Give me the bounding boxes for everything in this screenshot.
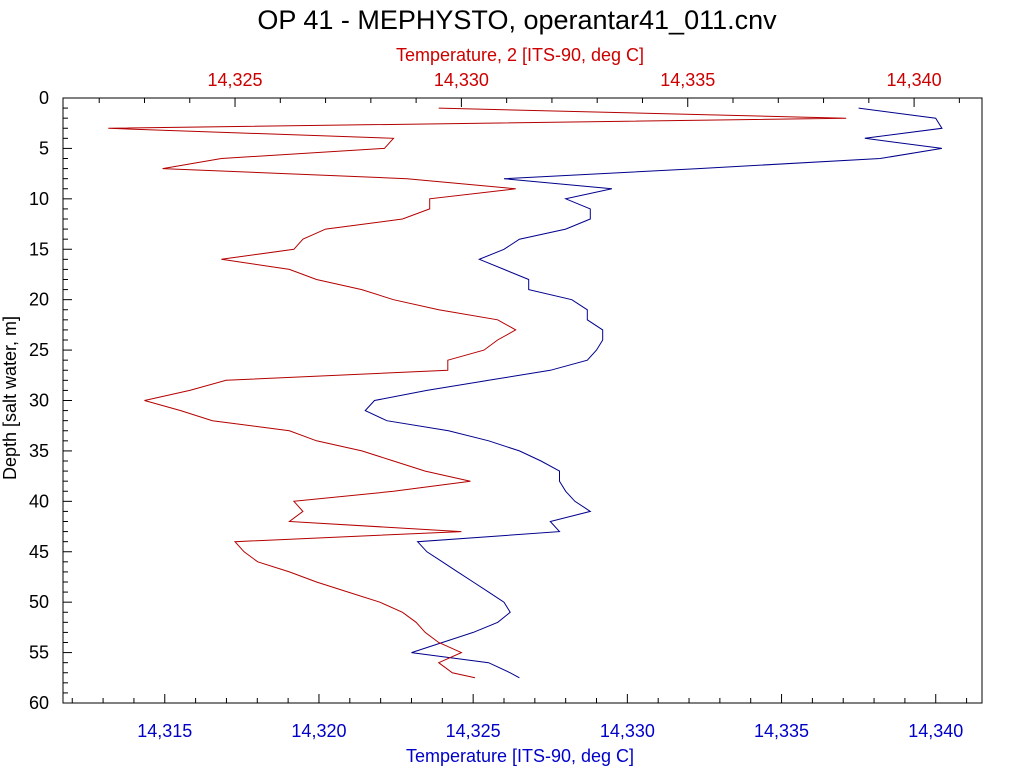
y-tick-label: 25 bbox=[29, 340, 49, 360]
x-bottom-tick-label: 14,325 bbox=[446, 721, 501, 741]
x-bottom-tick-label: 14,330 bbox=[600, 721, 655, 741]
x-top-tick-label: 14,330 bbox=[434, 70, 489, 90]
y-tick-label: 30 bbox=[29, 391, 49, 411]
x-top-tick-label: 14,325 bbox=[207, 70, 262, 90]
plot-layer: 0 5 10 15 20 25 30 35 40 45 50 55 60 14,315 14,320 14,3… bbox=[29, 70, 968, 741]
y-tick-label: 50 bbox=[29, 592, 49, 612]
y-tick-label: 15 bbox=[29, 239, 49, 259]
y-tick-label: 20 bbox=[29, 290, 49, 310]
y-tick-label: 60 bbox=[29, 693, 49, 713]
chart-title: OP 41 - MEPHYSTO, operantar41_011.cnv bbox=[257, 5, 777, 35]
y-tick-label: 55 bbox=[29, 643, 49, 663]
y-tick-label: 5 bbox=[39, 138, 49, 158]
series-line-temperature-2 bbox=[108, 107, 847, 679]
top-axis-label: Temperature, 2 [ITS-90, deg C] bbox=[396, 45, 644, 65]
y-tick-label: 0 bbox=[39, 88, 49, 108]
x-top-tick-label: 14,335 bbox=[660, 70, 715, 90]
y-tick-label: 10 bbox=[29, 189, 49, 209]
x-bottom-tick-label: 14,315 bbox=[137, 721, 192, 741]
y-tick-label: 35 bbox=[29, 441, 49, 461]
y-axis-label: Depth [salt water, m] bbox=[0, 316, 20, 480]
x-top-tick-label: 14,340 bbox=[887, 70, 942, 90]
x-bottom-tick-label: 14,320 bbox=[291, 721, 346, 741]
y-tick-label: 45 bbox=[29, 542, 49, 562]
series-line-temperature bbox=[364, 107, 943, 679]
y-tick-label: 40 bbox=[29, 491, 49, 511]
x-bottom-tick-label: 14,335 bbox=[754, 721, 809, 741]
bottom-axis-label: Temperature [ITS-90, deg C] bbox=[406, 746, 634, 766]
plot-frame bbox=[62, 97, 983, 704]
x-bottom-tick-label: 14,340 bbox=[908, 721, 963, 741]
